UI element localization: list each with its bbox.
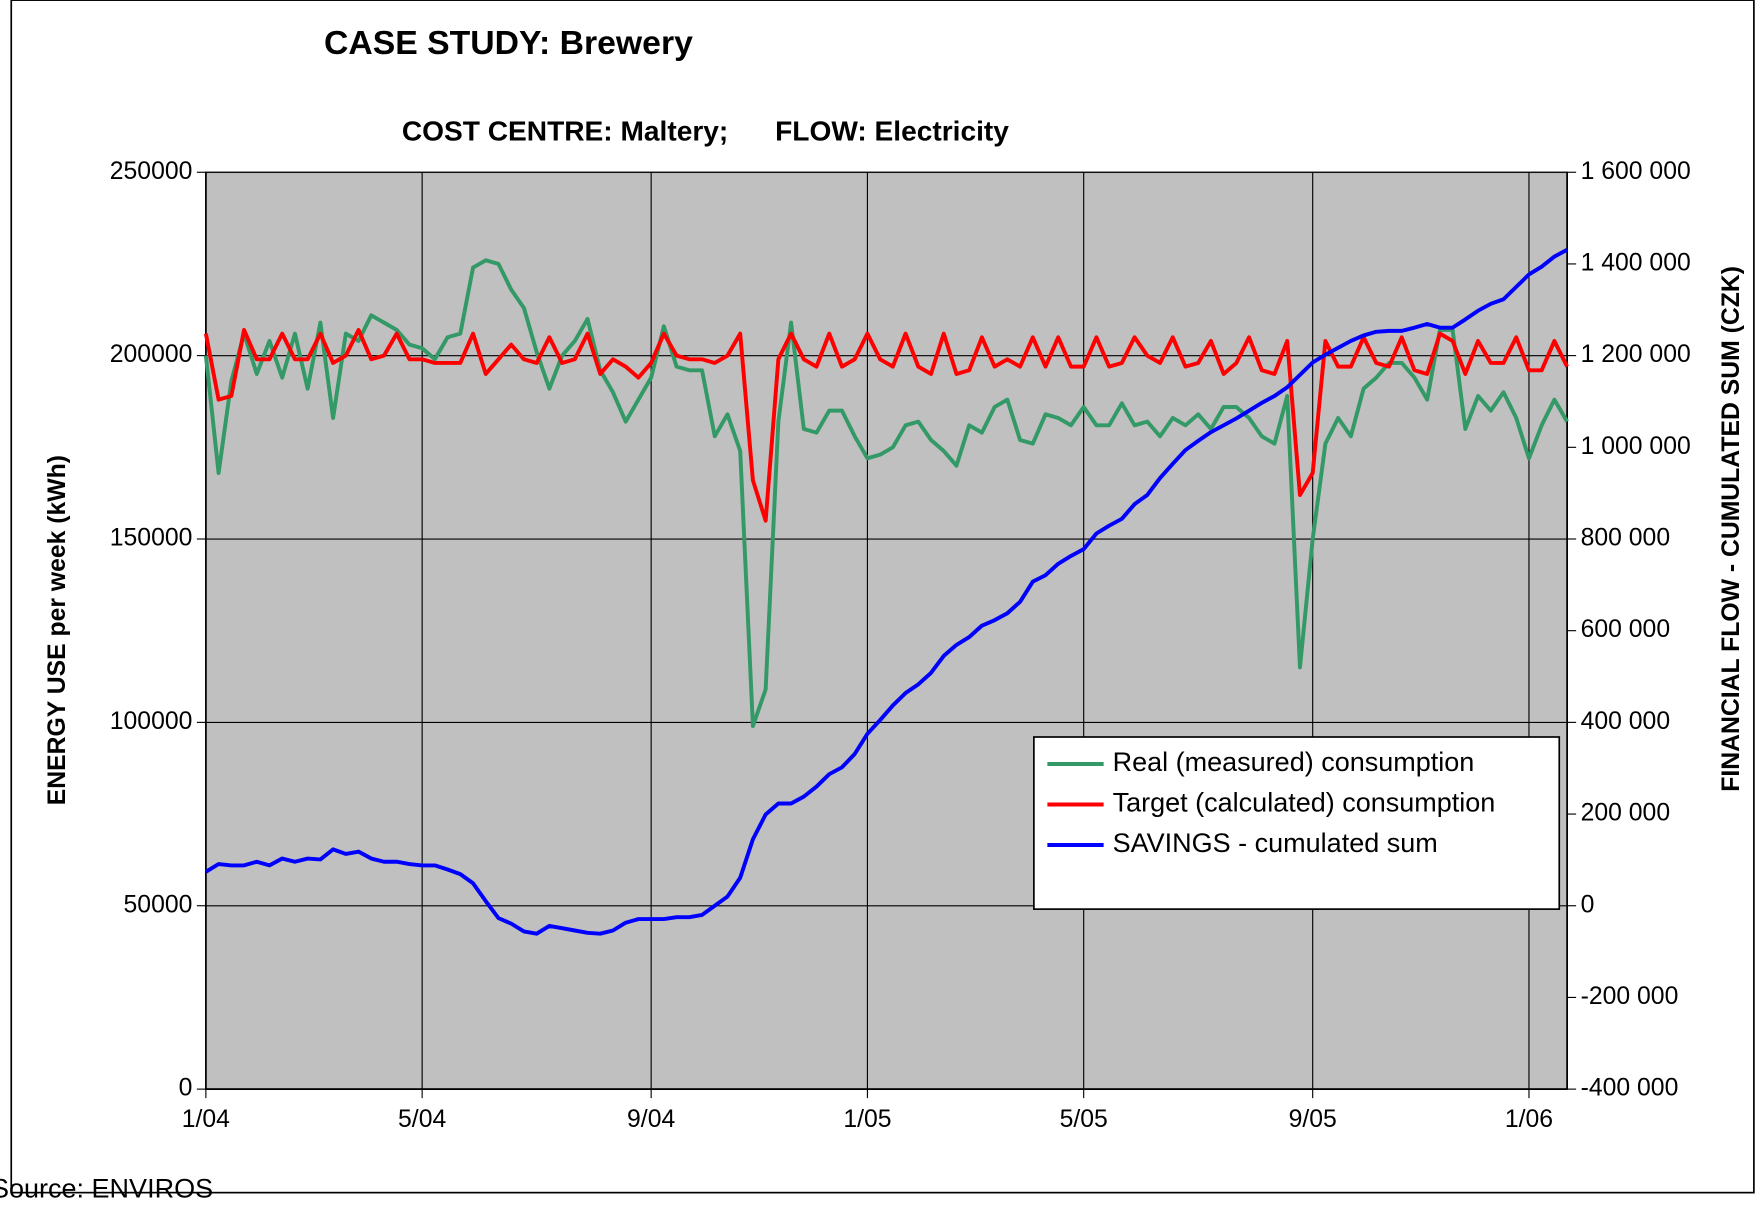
- x-tick-label: 1/05: [843, 1106, 891, 1133]
- y2-tick-label: 1 200 000: [1581, 341, 1691, 368]
- series-line: [203, 327, 1569, 523]
- y2-tick-label: 1 400 000: [1581, 249, 1691, 276]
- x-tick-label: 9/04: [627, 1106, 675, 1133]
- y2-tick-label: -200 000: [1581, 983, 1679, 1010]
- x-tick-label: 5/05: [1060, 1106, 1108, 1133]
- y2-tick-label: 1 000 000: [1581, 433, 1691, 460]
- y2-axis-label: FINANCIAL FLOW - CUMULATED SUM (CZK): [1718, 266, 1745, 792]
- series-line: [203, 258, 1569, 729]
- y2-tick-label: 600 000: [1581, 616, 1670, 643]
- series-line: [204, 247, 1569, 936]
- y-axis-label: ENERGY USE per week (kWh): [44, 455, 71, 805]
- y2-tick-label: 800 000: [1581, 525, 1670, 552]
- y2-tick-label: 0: [1581, 891, 1595, 918]
- y-tick-label: 0: [179, 1075, 193, 1102]
- chart-subtitle: COST CENTRE: Maltery; FLOW: Electricity: [402, 115, 1009, 146]
- source-note: Source: ENVIROS: [0, 1174, 213, 1204]
- x-tick-label: 5/04: [398, 1106, 446, 1133]
- legend-box: [1033, 736, 1561, 910]
- y2-tick-label: 1 600 000: [1581, 158, 1691, 185]
- y-tick-label: 50000: [124, 891, 193, 918]
- x-tick-label: 1/06: [1505, 1106, 1553, 1133]
- y-tick-label: 100000: [110, 708, 193, 735]
- y2-tick-label: -400 000: [1581, 1075, 1679, 1102]
- y-tick-label: 150000: [110, 525, 193, 552]
- y2-tick-label: 400 000: [1581, 708, 1670, 735]
- x-tick-label: 1/04: [182, 1106, 230, 1133]
- chart-title: CASE STUDY: Brewery: [324, 24, 693, 62]
- legend-label: SAVINGS - cumulated sum: [1113, 828, 1438, 858]
- legend-label: Real (measured) consumption: [1113, 747, 1475, 777]
- x-tick-label: 9/05: [1289, 1106, 1337, 1133]
- legend-label: Target (calculated) consumption: [1113, 788, 1496, 818]
- y-tick-label: 250000: [110, 158, 193, 185]
- plot-area: [205, 171, 1568, 1090]
- y2-tick-label: 200 000: [1581, 800, 1670, 827]
- y-tick-label: 200000: [110, 341, 193, 368]
